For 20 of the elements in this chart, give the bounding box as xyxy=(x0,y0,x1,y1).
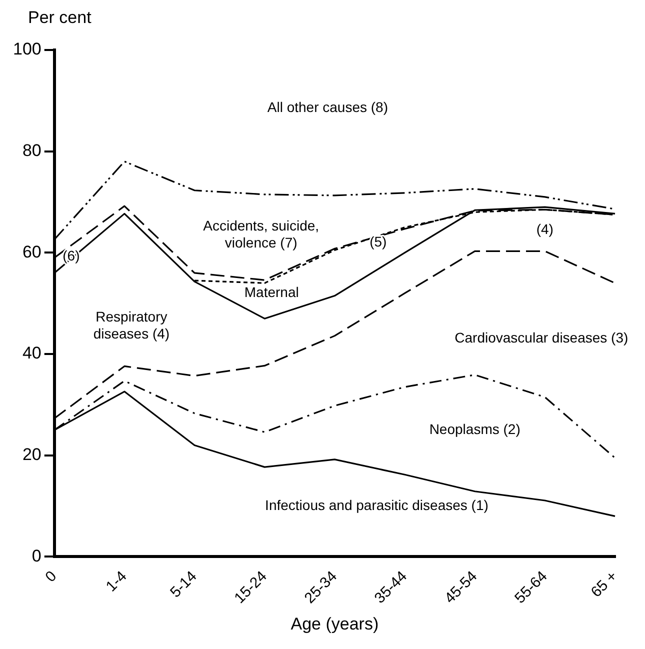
y-tick-label: 0 xyxy=(32,546,42,566)
x-tick-label: 0 xyxy=(42,568,60,586)
annotation: Cardiovascular diseases (3) xyxy=(454,330,628,346)
x-tick-label: 65 + xyxy=(588,568,621,601)
y-tick-label: 40 xyxy=(22,344,42,363)
x-tick-label: 1-4 xyxy=(102,568,130,596)
y-tick-label: 80 xyxy=(22,141,42,160)
y-tick-label: 100 xyxy=(12,40,42,59)
annotation: (5) xyxy=(370,233,387,250)
annotation: Maternal xyxy=(244,284,299,300)
annotation: All other causes (8) xyxy=(267,99,388,116)
y-axis-title: Per cent xyxy=(28,8,92,28)
y-tick-label: 60 xyxy=(22,242,42,262)
annotation: Accidents, suicide, violence (7) xyxy=(203,217,320,250)
x-axis-title: Age (years) xyxy=(290,614,379,634)
annotation: Infectious and parasitic diseases (1) xyxy=(265,496,488,513)
annotation: Respiratory diseases (4) xyxy=(93,308,170,342)
annotation: (4) xyxy=(536,220,554,237)
annotation: Neoplasms (2) xyxy=(429,420,520,437)
y-tick-label: 20 xyxy=(22,445,42,464)
